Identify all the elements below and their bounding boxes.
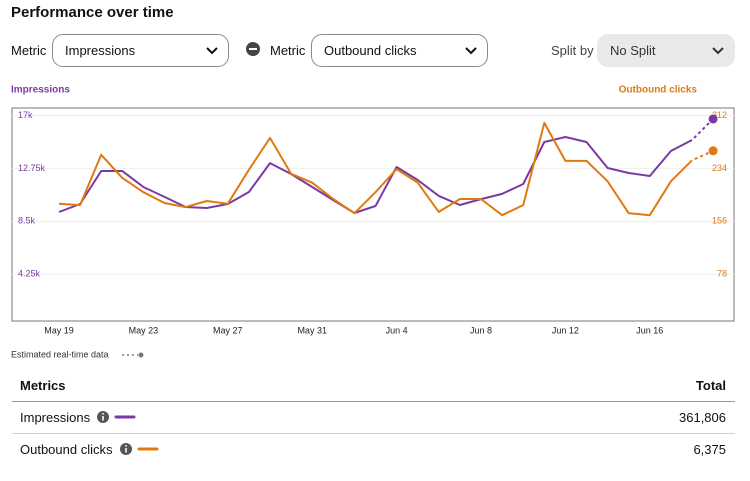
divider bbox=[12, 401, 735, 402]
y2-tick-label: 78 bbox=[717, 269, 727, 279]
line bbox=[58, 121, 714, 217]
dropdown-value: No Split bbox=[610, 43, 656, 58]
x-tick-label: Jun 12 bbox=[552, 325, 579, 335]
line bbox=[58, 118, 714, 214]
metric-dropdown[interactable]: Outbound clicks bbox=[311, 34, 488, 67]
x-tick-label: May 27 bbox=[213, 325, 243, 335]
axis-title: Outbound clicks bbox=[619, 85, 698, 96]
note: Estimated real-time data bbox=[11, 349, 109, 359]
table-row: Outbound clicks 6,375 bbox=[12, 433, 735, 465]
x-tick-label: Jun 4 bbox=[386, 325, 408, 335]
chart: Impressions Outbound clicks 4.25k 8.5k 12.75… bbox=[11, 85, 735, 359]
metric-dropdown[interactable]: Impressions bbox=[52, 34, 229, 67]
note-dot bbox=[138, 352, 144, 358]
row-icons bbox=[97, 411, 136, 423]
column-header: Total bbox=[695, 378, 726, 393]
x-tick-label: May 31 bbox=[297, 325, 327, 335]
chevron bbox=[206, 47, 218, 55]
metric-label: Metric bbox=[11, 43, 47, 58]
info-glyph bbox=[124, 445, 127, 447]
table-header: Metrics Total bbox=[12, 369, 735, 401]
metric-label: Metric bbox=[270, 43, 306, 58]
x-tick-label: May 19 bbox=[44, 325, 74, 335]
axis-title: Impressions bbox=[11, 85, 70, 96]
split-label: Split by bbox=[551, 43, 594, 58]
x-tick-label: Jun 16 bbox=[636, 325, 663, 335]
info-glyph bbox=[102, 416, 104, 421]
dropdown-value: Outbound clicks bbox=[324, 43, 417, 58]
metric-total: 361,806 bbox=[679, 410, 726, 425]
remove-metric-button[interactable] bbox=[245, 41, 261, 57]
table-row: Impressions 361,806 bbox=[12, 401, 735, 433]
page-title: Performance over time bbox=[11, 4, 174, 21]
metric-name: Outbound clicks bbox=[20, 442, 113, 457]
row-icons bbox=[119, 443, 158, 455]
y-tick-label: 12.75k bbox=[18, 163, 46, 173]
x-tick-label: Jun 8 bbox=[470, 325, 492, 335]
chevron bbox=[712, 47, 724, 55]
plot-frame bbox=[11, 107, 735, 322]
y2-tick-label: 156 bbox=[712, 216, 727, 226]
divider bbox=[12, 433, 735, 434]
split-dropdown[interactable]: No Split bbox=[597, 34, 735, 67]
chevron bbox=[465, 47, 477, 55]
point bbox=[708, 146, 718, 156]
dropdown-value: Impressions bbox=[65, 43, 136, 58]
y-tick-label: 4.25k bbox=[18, 269, 41, 279]
y-tick-label: 17k bbox=[18, 110, 33, 120]
x-tick-label: May 23 bbox=[129, 325, 159, 335]
metric-total: 6,375 bbox=[693, 442, 726, 457]
metric-name: Impressions bbox=[20, 410, 91, 425]
y2-tick-label: 234 bbox=[712, 163, 727, 173]
column-header: Metrics bbox=[20, 378, 66, 393]
point bbox=[708, 114, 718, 124]
info-glyph bbox=[102, 413, 104, 415]
y-tick-label: 8.5k bbox=[18, 216, 36, 226]
info-glyph bbox=[124, 448, 127, 453]
y2-tick-label: 312 bbox=[712, 110, 727, 120]
